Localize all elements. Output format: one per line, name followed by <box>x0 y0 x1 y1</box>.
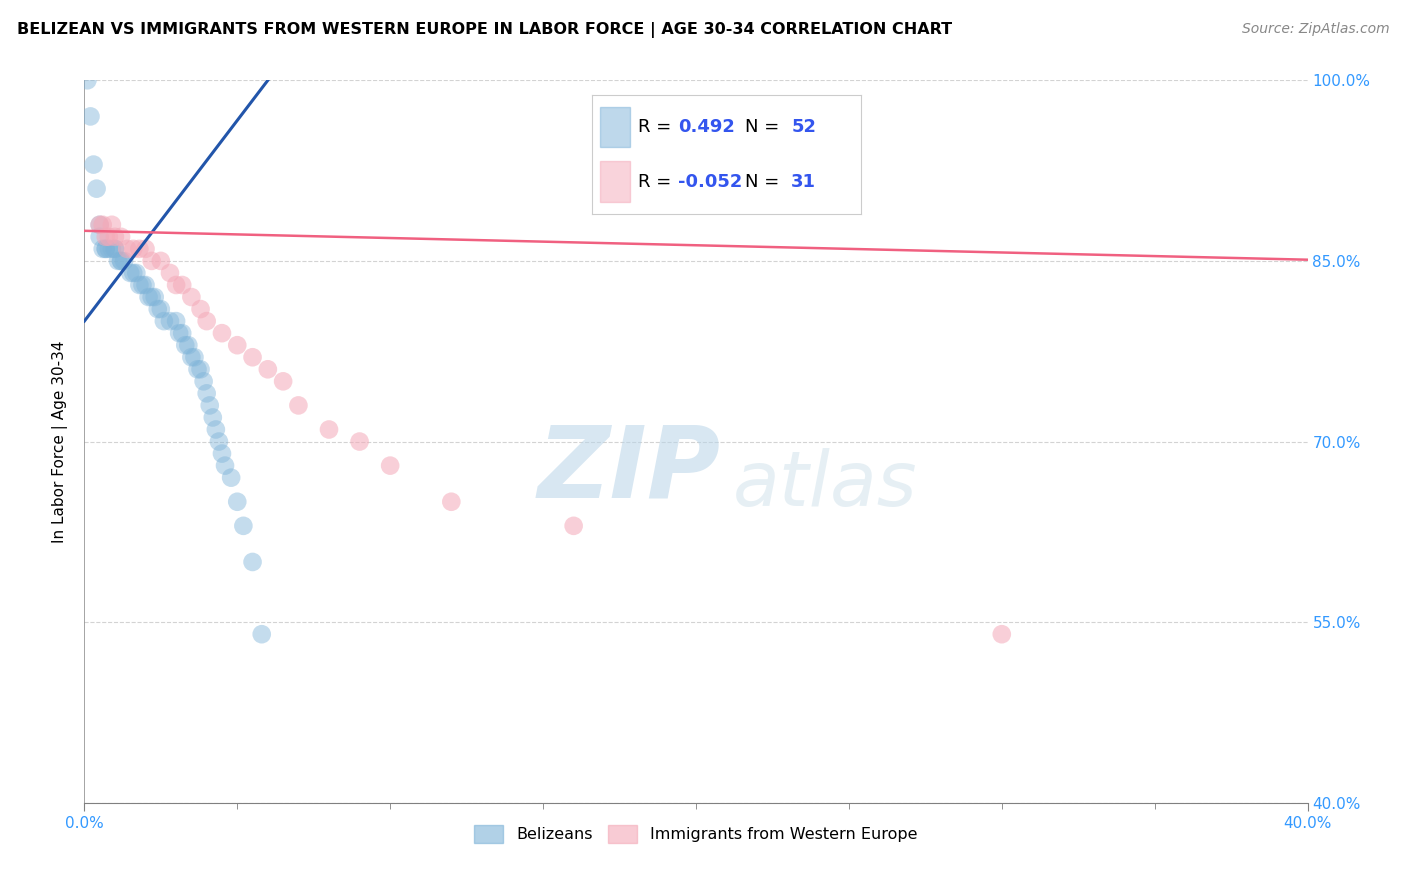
Point <box>76 73 98 87</box>
Point <box>104 229 127 244</box>
Point <box>110 253 132 268</box>
Point <box>201 410 224 425</box>
Point <box>94 229 117 244</box>
Point <box>112 253 135 268</box>
Point <box>101 242 124 256</box>
Point <box>86 181 108 195</box>
Point <box>198 398 221 412</box>
Point <box>193 374 215 388</box>
Point <box>172 277 194 292</box>
Text: BELIZEAN VS IMMIGRANTS FROM WESTERN EUROPE IN LABOR FORCE | AGE 30-34 CORRELATIO: BELIZEAN VS IMMIGRANTS FROM WESTERN EURO… <box>17 22 952 38</box>
Point <box>94 242 117 256</box>
Point <box>190 301 212 316</box>
Point <box>131 277 153 292</box>
Point <box>214 458 236 473</box>
Point <box>128 277 150 292</box>
Point <box>183 350 205 364</box>
Point <box>177 338 200 352</box>
Point <box>94 242 117 256</box>
Point <box>159 266 181 280</box>
Point <box>128 242 150 256</box>
Point <box>195 386 218 401</box>
Point <box>211 326 233 340</box>
Point <box>149 301 172 316</box>
Point <box>143 290 166 304</box>
Point <box>153 314 176 328</box>
Point <box>91 242 114 256</box>
Point <box>107 253 129 268</box>
Point <box>104 242 127 256</box>
Point <box>110 253 132 268</box>
Text: Source: ZipAtlas.com: Source: ZipAtlas.com <box>1241 22 1389 37</box>
Point <box>186 362 208 376</box>
Point <box>141 253 163 268</box>
Point <box>110 229 132 244</box>
Point <box>91 218 114 232</box>
Point <box>79 109 101 123</box>
Point <box>226 494 249 508</box>
Point <box>271 374 294 388</box>
Point <box>205 422 228 436</box>
Point <box>104 242 127 256</box>
Point <box>380 458 402 473</box>
Legend: Belizeans, Immigrants from Western Europe: Belizeans, Immigrants from Western Europ… <box>468 819 924 849</box>
Point <box>257 362 280 376</box>
Point <box>165 277 187 292</box>
Point <box>208 434 231 449</box>
Point <box>89 218 111 232</box>
Point <box>83 157 105 171</box>
Point <box>440 494 463 508</box>
Point <box>120 266 142 280</box>
Point <box>180 350 202 364</box>
Point <box>190 362 212 376</box>
Point <box>97 229 120 244</box>
Point <box>287 398 309 412</box>
Point <box>172 326 194 340</box>
Point <box>138 290 160 304</box>
Point <box>146 301 169 316</box>
Point <box>167 326 190 340</box>
Point <box>318 422 340 436</box>
Point <box>219 470 242 484</box>
Point <box>159 314 181 328</box>
Point <box>195 314 218 328</box>
Y-axis label: In Labor Force | Age 30-34: In Labor Force | Age 30-34 <box>52 340 69 543</box>
Point <box>211 446 233 460</box>
Point <box>991 627 1014 641</box>
Point <box>122 242 145 256</box>
Text: ZIP: ZIP <box>537 422 720 519</box>
Point <box>89 218 111 232</box>
Text: atlas: atlas <box>733 448 917 522</box>
Point <box>165 314 187 328</box>
Point <box>101 218 124 232</box>
Point <box>149 253 172 268</box>
Point <box>232 518 254 533</box>
Point <box>122 266 145 280</box>
Point <box>349 434 371 449</box>
Point <box>135 277 157 292</box>
Point <box>250 627 273 641</box>
Point <box>141 290 163 304</box>
Point <box>89 229 111 244</box>
Point <box>242 350 264 364</box>
Point <box>125 266 148 280</box>
Point <box>97 242 120 256</box>
Point <box>115 242 138 256</box>
Point <box>174 338 197 352</box>
Point <box>242 555 264 569</box>
Point <box>135 242 157 256</box>
Point <box>226 338 249 352</box>
Point <box>562 518 585 533</box>
Point <box>180 290 202 304</box>
